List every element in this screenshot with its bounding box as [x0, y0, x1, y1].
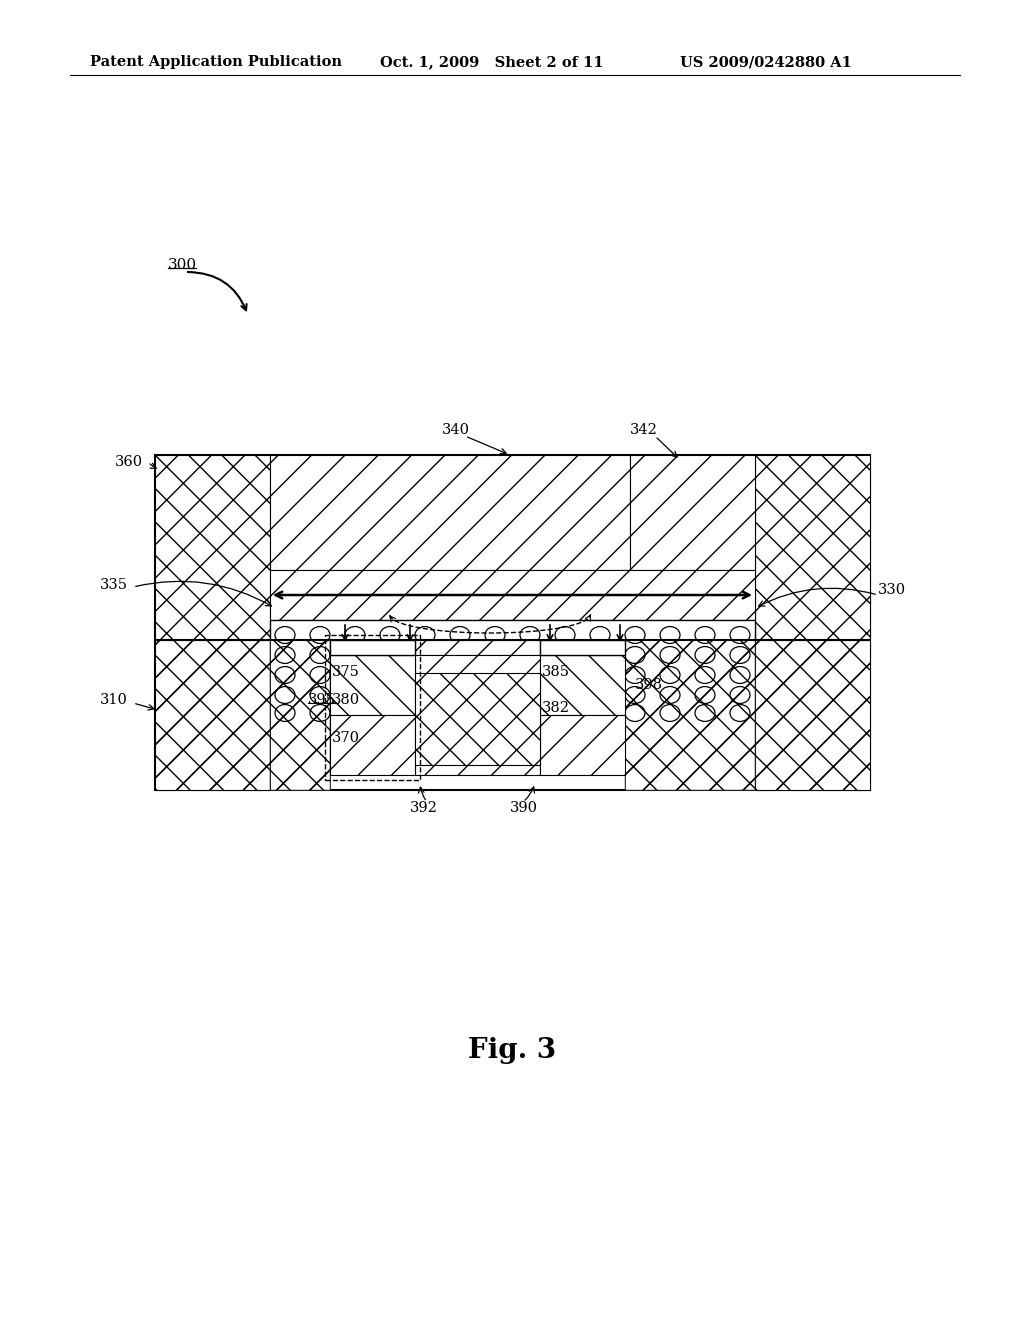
- Text: 385: 385: [542, 665, 570, 678]
- Bar: [330, 715, 415, 775]
- Bar: [270, 620, 755, 640]
- Text: 375: 375: [332, 665, 359, 678]
- Text: 398: 398: [635, 678, 663, 692]
- Bar: [755, 455, 870, 640]
- Bar: [330, 655, 415, 715]
- Bar: [155, 640, 270, 789]
- Bar: [625, 640, 755, 789]
- Bar: [270, 570, 755, 620]
- Bar: [270, 640, 330, 789]
- Text: 392: 392: [410, 801, 438, 814]
- Bar: [330, 640, 415, 655]
- Text: 395: 395: [308, 693, 336, 708]
- Bar: [415, 655, 540, 775]
- Text: 300: 300: [168, 257, 198, 272]
- Bar: [625, 640, 755, 789]
- Text: Oct. 1, 2009   Sheet 2 of 11: Oct. 1, 2009 Sheet 2 of 11: [380, 55, 603, 69]
- Text: US 2009/0242880 A1: US 2009/0242880 A1: [680, 55, 852, 69]
- Bar: [415, 640, 540, 655]
- Bar: [155, 640, 270, 789]
- Bar: [755, 640, 870, 789]
- Bar: [630, 455, 755, 570]
- Text: 382: 382: [542, 701, 570, 715]
- Bar: [155, 455, 270, 640]
- Text: 360: 360: [115, 455, 143, 469]
- Bar: [755, 640, 870, 789]
- Text: 335: 335: [100, 578, 128, 591]
- Text: 390: 390: [510, 801, 538, 814]
- Bar: [270, 640, 330, 789]
- Bar: [155, 455, 870, 789]
- Bar: [540, 655, 625, 715]
- Bar: [325, 635, 420, 780]
- Bar: [540, 640, 625, 655]
- Bar: [540, 715, 625, 775]
- Text: 340: 340: [442, 422, 470, 437]
- Text: 370: 370: [332, 731, 360, 744]
- Text: 342: 342: [630, 422, 657, 437]
- Text: 330: 330: [878, 583, 906, 597]
- Text: Patent Application Publication: Patent Application Publication: [90, 55, 342, 69]
- Bar: [270, 455, 630, 570]
- Text: Fig. 3: Fig. 3: [468, 1036, 556, 1064]
- Text: 380: 380: [332, 693, 360, 708]
- Bar: [415, 673, 540, 766]
- Text: 310: 310: [100, 693, 128, 708]
